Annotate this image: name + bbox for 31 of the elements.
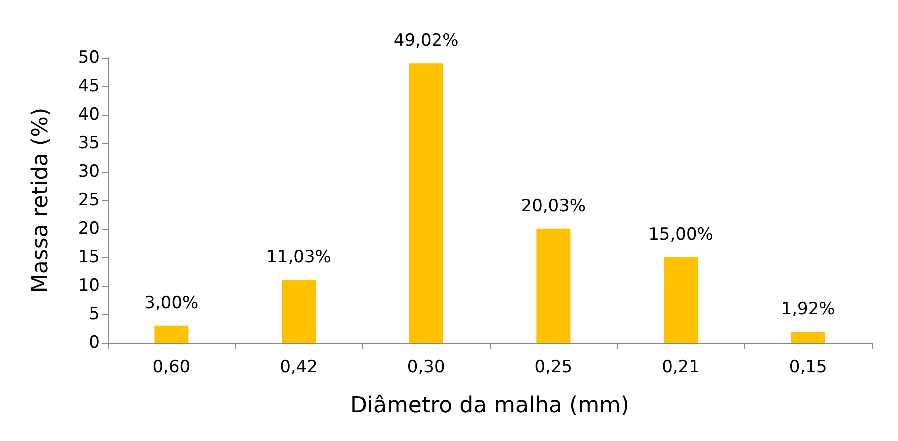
- x-tick-label: 0,15: [789, 358, 828, 378]
- y-tick-label: 50: [78, 48, 100, 68]
- bar: [791, 332, 826, 343]
- y-axis-title: Massa retida (%): [28, 108, 54, 294]
- bar: [664, 258, 698, 343]
- y-tick-label: 20: [78, 219, 100, 239]
- x-tick-label: 0,25: [534, 358, 573, 378]
- data-label: 3,00%: [144, 293, 199, 314]
- y-tick-label: 25: [78, 190, 100, 210]
- bar: [154, 326, 189, 343]
- y-tick-label: 35: [78, 134, 100, 154]
- data-label: 15,00%: [648, 225, 714, 245]
- x-tick-label: 0,42: [280, 358, 318, 378]
- data-label: 20,03%: [521, 196, 586, 216]
- y-tick-label: 5: [89, 304, 100, 324]
- data-label: 1,92%: [781, 300, 836, 320]
- y-tick-label: 15: [78, 248, 100, 268]
- bar: [536, 228, 571, 343]
- data-label: 11,03%: [266, 248, 332, 268]
- x-tick-label: 0,60: [152, 358, 191, 378]
- bar: [282, 280, 316, 343]
- y-tick-label: 0: [89, 333, 100, 353]
- y-tick-label: 45: [78, 76, 100, 96]
- y-tick-label: 30: [78, 162, 100, 182]
- x-tick-label: 0,21: [662, 358, 700, 378]
- y-tick-label: 40: [78, 105, 100, 125]
- bar: [409, 64, 444, 343]
- data-label: 49,02%: [394, 31, 459, 52]
- x-axis-title: Diâmetro da malha (mm): [350, 394, 630, 418]
- x-tick-label: 0,30: [407, 358, 446, 378]
- y-tick-label: 10: [78, 276, 100, 296]
